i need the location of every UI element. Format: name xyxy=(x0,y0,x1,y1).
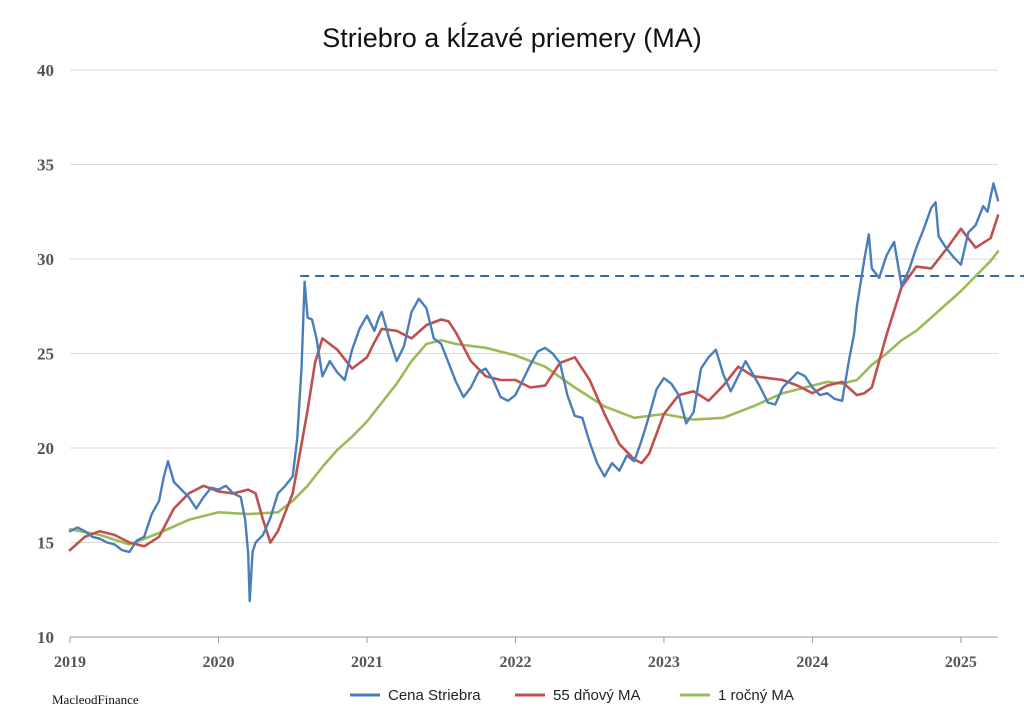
x-tick-label: 2021 xyxy=(351,654,383,671)
series-line-0 xyxy=(68,182,1000,603)
y-tick-label: 10 xyxy=(37,628,54,647)
y-tick-label: 25 xyxy=(37,345,54,364)
x-tick-label: 2019 xyxy=(54,654,86,671)
legend-label-1: 55 dňový MA xyxy=(553,687,641,704)
x-axis-ticks: 2019 2020 2021 2022 2023 2024 2025 xyxy=(54,637,977,671)
y-tick-label: 20 xyxy=(37,439,54,458)
grid-lines xyxy=(70,69,998,638)
y-tick-label: 40 xyxy=(37,61,54,80)
chart-title: Striebro a kĺzavé priemery (MA) xyxy=(322,22,702,53)
y-tick-label: 35 xyxy=(37,156,54,175)
x-tick-label: 2020 xyxy=(202,654,234,671)
y-tick-label: 15 xyxy=(37,534,54,553)
source-label: MacleodFinance xyxy=(52,692,139,707)
legend: Cena Striebra 55 dňový MA 1 ročný MA xyxy=(350,687,794,704)
legend-label-2: 1 ročný MA xyxy=(718,687,794,704)
series-lines xyxy=(68,182,1000,603)
x-tick-label: 2025 xyxy=(945,654,977,671)
legend-label-0: Cena Striebra xyxy=(388,687,481,704)
x-tick-label: 2024 xyxy=(796,654,828,671)
series-line-2 xyxy=(68,250,1000,546)
x-tick-label: 2023 xyxy=(648,654,680,671)
series-line-1 xyxy=(68,214,1000,552)
x-tick-label: 2022 xyxy=(499,654,531,671)
y-tick-label: 30 xyxy=(37,250,54,269)
y-axis-ticks: 10 15 20 25 30 35 40 xyxy=(37,61,54,647)
